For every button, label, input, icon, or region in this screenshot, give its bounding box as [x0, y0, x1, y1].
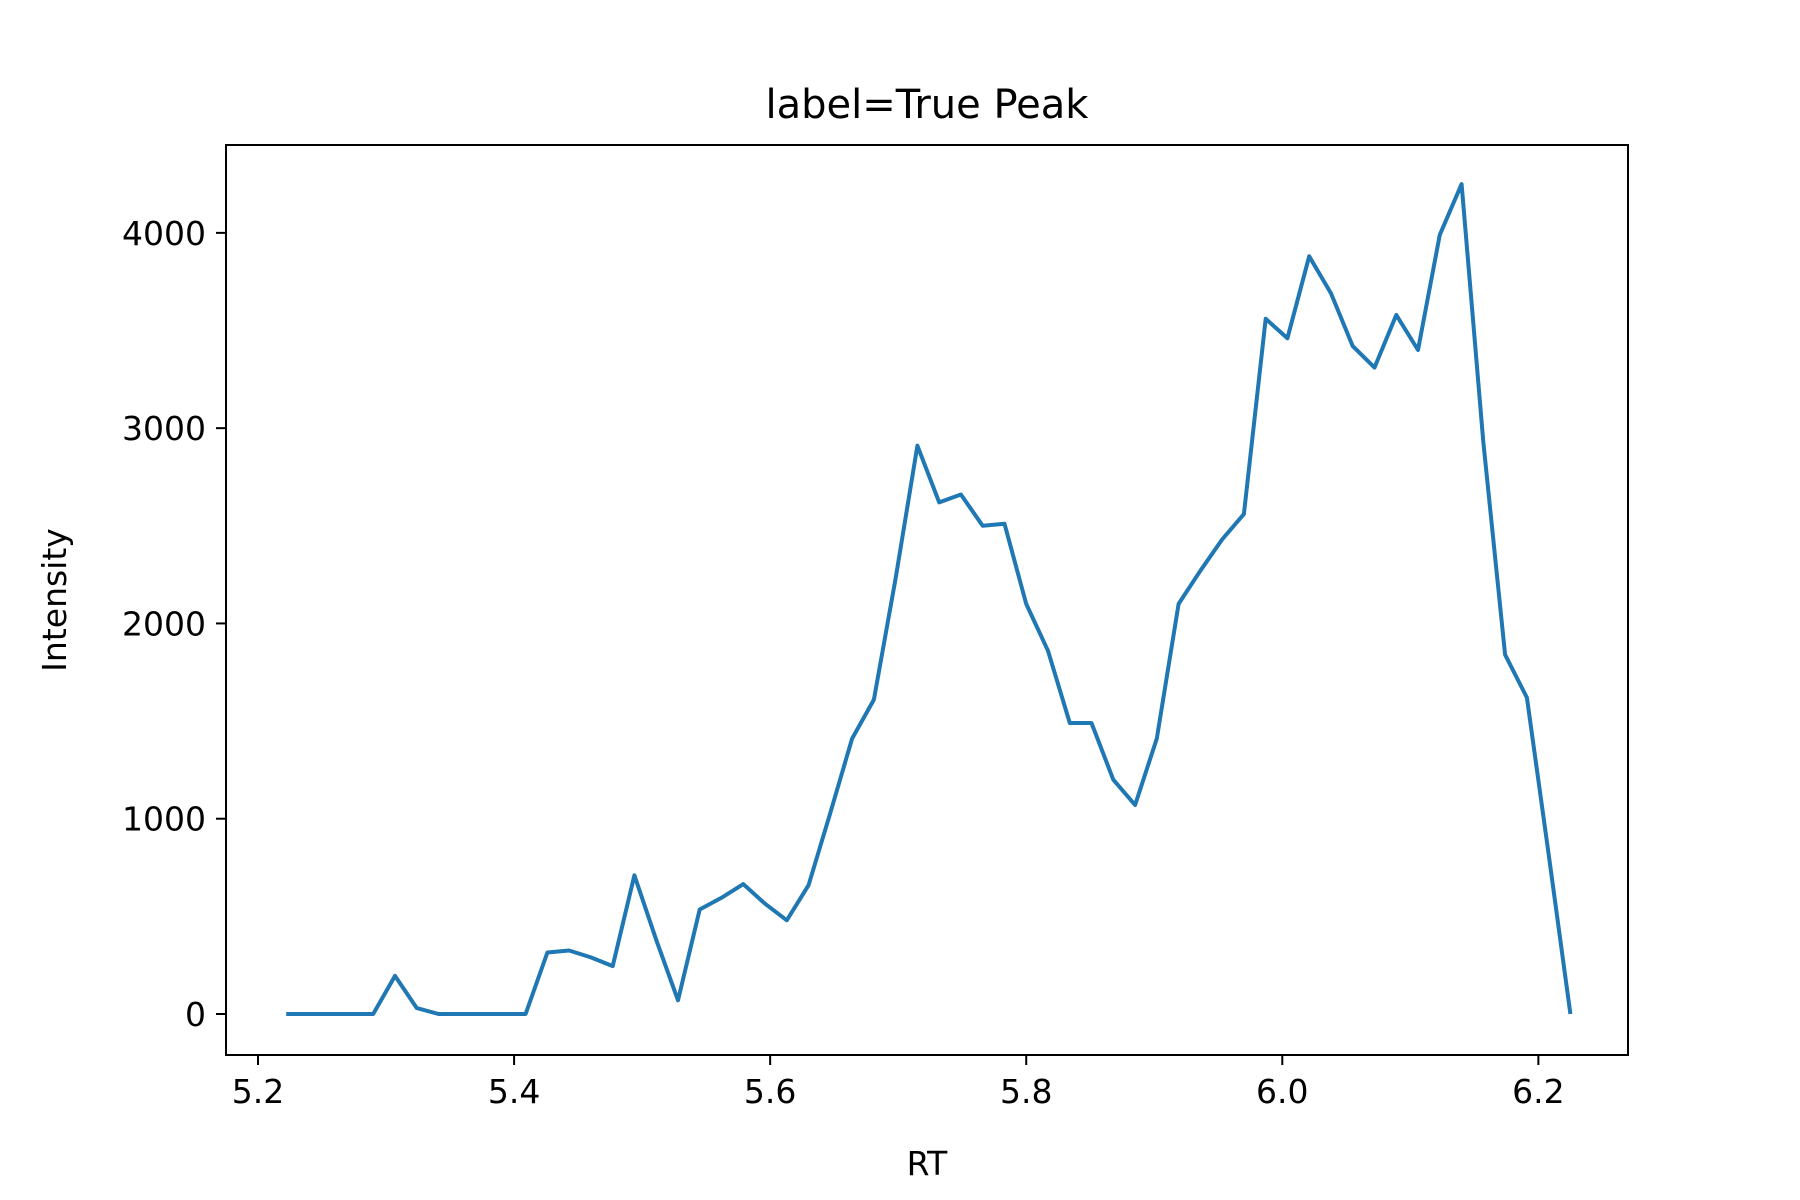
x-tick-label: 6.2	[1512, 1072, 1564, 1111]
y-tick-label: 0	[185, 995, 206, 1034]
x-tick-label: 5.4	[488, 1072, 540, 1111]
y-tick-label: 4000	[122, 214, 206, 253]
y-tick-label: 1000	[122, 800, 206, 839]
plot-area	[225, 144, 1629, 1056]
series-line	[286, 182, 1573, 1016]
y-axis-label: Intensity	[35, 528, 74, 672]
chart-title: label=True Peak	[766, 82, 1090, 128]
x-tick-label: 5.8	[1000, 1072, 1052, 1111]
x-tick-label: 6.0	[1256, 1072, 1308, 1111]
y-axis: 0 1000 2000 3000 4000	[122, 214, 226, 1034]
x-tick-label: 5.6	[744, 1072, 796, 1111]
y-tick-label: 2000	[122, 604, 206, 643]
x-tick-label: 5.2	[232, 1072, 284, 1111]
x-axis: 5.2 5.4 5.6 5.8 6.0 6.2	[232, 1055, 1565, 1111]
y-tick-label: 3000	[122, 409, 206, 448]
axes-frame	[225, 144, 1629, 1056]
x-axis-label: RT	[907, 1144, 949, 1183]
